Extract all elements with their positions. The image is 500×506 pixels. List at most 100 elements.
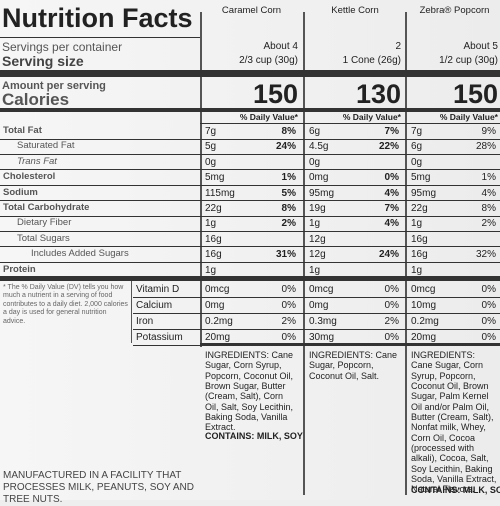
vitamin-dv: 0%: [384, 284, 399, 295]
nutrient-label: Sodium: [3, 186, 38, 198]
servings-value: About 4: [263, 41, 298, 52]
rule: [0, 184, 500, 186]
rule: [0, 108, 500, 112]
rule: [200, 123, 500, 124]
rule: [200, 343, 500, 345]
servings-label: Servings per container: [2, 40, 123, 54]
nutrient-label: Dietary Fiber: [17, 217, 72, 229]
column-divider: [405, 345, 407, 495]
vitamin-divider: [131, 281, 132, 343]
calories-value: 130: [355, 79, 401, 109]
serving-size-label: Serving size: [2, 53, 84, 69]
nutrient-dv: 9%: [481, 126, 496, 137]
rule: [133, 313, 500, 314]
vitamin-amount: 20mg: [205, 332, 231, 343]
nutrient-label: Protein: [3, 263, 36, 275]
nutrient-amount: 12g: [309, 249, 326, 261]
vitamin-amount: 0mg: [309, 300, 329, 311]
nutrient-dv: 5%: [281, 187, 296, 199]
facility: MANUFACTURED IN A FACILITY THAT PROCESSE…: [3, 470, 194, 505]
vitamin-amount: 0.2mg: [411, 316, 439, 327]
servings-value: About 5: [463, 41, 498, 52]
column-divider: [405, 12, 407, 347]
vitamin-label: Iron: [136, 316, 154, 327]
nutrient-dv: 4%: [481, 187, 496, 199]
nutrient-amount: 1g: [309, 264, 321, 276]
column-divider: [200, 12, 202, 347]
amount-per-serving: Amount per serving: [2, 80, 106, 92]
nutrient-label: Includes Added Sugars: [31, 248, 129, 260]
dv-header: % Daily Value*: [439, 112, 498, 122]
nutrient-amount: 22g: [411, 203, 428, 214]
nutrient-label: Cholesterol: [3, 171, 56, 183]
rule: [0, 138, 500, 140]
rule: [0, 246, 500, 248]
serving-size-value: 2/3 cup (30g): [239, 55, 298, 66]
nutrient-amount: 6g: [411, 141, 423, 153]
nutrient-amount: 5g: [205, 141, 217, 153]
vitamin-amount: 0mcg: [205, 284, 230, 295]
ingredients: INGREDIENTS: Cane Sugar, Popcorn, Coconu…: [309, 350, 398, 381]
nutrient-amount: 0mg: [309, 172, 329, 184]
nutrient-label: Total Carbohydrate: [3, 202, 90, 213]
nutrient-dv: 24%: [275, 141, 296, 153]
vitamin-dv: 2%: [281, 316, 296, 327]
nutrient-amount: 5mg: [411, 172, 431, 184]
nutrient-amount: 0g: [309, 156, 321, 168]
nutrient-amount: 19g: [309, 203, 326, 214]
rule: [0, 261, 500, 263]
rule: [0, 215, 500, 217]
nutrient-label: Total Fat: [3, 125, 42, 136]
vitamin-amount: 0.3mg: [309, 316, 337, 327]
vitamin-dv: 0%: [481, 332, 496, 343]
contains: CONTAINS: MILK, SOY: [205, 431, 303, 441]
nutrient-amount: 0g: [411, 156, 423, 168]
nutrient-amount: 12g: [309, 233, 326, 245]
vitamin-dv: 0%: [281, 332, 296, 343]
nutrient-dv: 24%: [378, 249, 399, 261]
nutrient-amount: 1g: [309, 218, 321, 230]
nutrient-amount: 1g: [411, 218, 423, 230]
nutrient-amount: 7g: [411, 126, 423, 137]
nutrient-dv: 0%: [384, 172, 399, 184]
nutrient-amount: 16g: [411, 249, 428, 261]
vitamin-label: Potassium: [136, 332, 183, 343]
nutrient-dv: 7%: [384, 203, 399, 214]
nutrient-amount: 22g: [205, 203, 222, 214]
nutrient-amount: 1g: [205, 264, 217, 276]
vitamin-dv: 0%: [481, 284, 496, 295]
nutrient-dv: 1%: [481, 172, 496, 184]
dv-header: % Daily Value*: [239, 112, 298, 122]
product-name: Kettle Corn: [331, 5, 379, 16]
nutrient-label: Trans Fat: [17, 155, 57, 167]
nutrient-dv: 22%: [378, 141, 399, 153]
contains: CONTAINS: MILK, SOY: [411, 485, 500, 495]
nutrient-amount: 16g: [205, 233, 222, 245]
nutrient-amount: 95mg: [411, 187, 437, 199]
vitamin-amount: 0mcg: [309, 284, 334, 295]
rule: [0, 200, 500, 202]
dv-header: % Daily Value*: [342, 112, 401, 122]
rule: [0, 169, 500, 171]
nutrient-dv: 31%: [275, 249, 296, 261]
ingredients: INGREDIENTS: Cane Sugar, Corn Syrup, Pop…: [411, 350, 497, 495]
column-divider: [303, 12, 305, 347]
nutrient-dv: 2%: [281, 218, 296, 230]
serving-size-value: 1 Cone (26g): [342, 55, 401, 66]
rule: [133, 297, 500, 298]
vitamin-dv: 0%: [481, 300, 496, 311]
rule: [0, 230, 500, 232]
nutrient-dv: 28%: [475, 141, 496, 153]
product-name: Zebra® Popcorn: [419, 5, 490, 16]
nutrient-dv: 7%: [384, 126, 399, 137]
nutrient-label: Saturated Fat: [17, 140, 75, 152]
vitamin-label: Calcium: [136, 300, 173, 311]
vitamin-dv: 0%: [384, 332, 399, 343]
nutrient-amount: 6g: [309, 126, 321, 137]
nutrient-dv: 2%: [481, 218, 496, 230]
nutrient-amount: 1g: [205, 218, 217, 230]
nutrient-dv: 4%: [384, 187, 399, 199]
column-divider: [303, 345, 305, 495]
vitamin-dv: 0%: [481, 316, 496, 327]
